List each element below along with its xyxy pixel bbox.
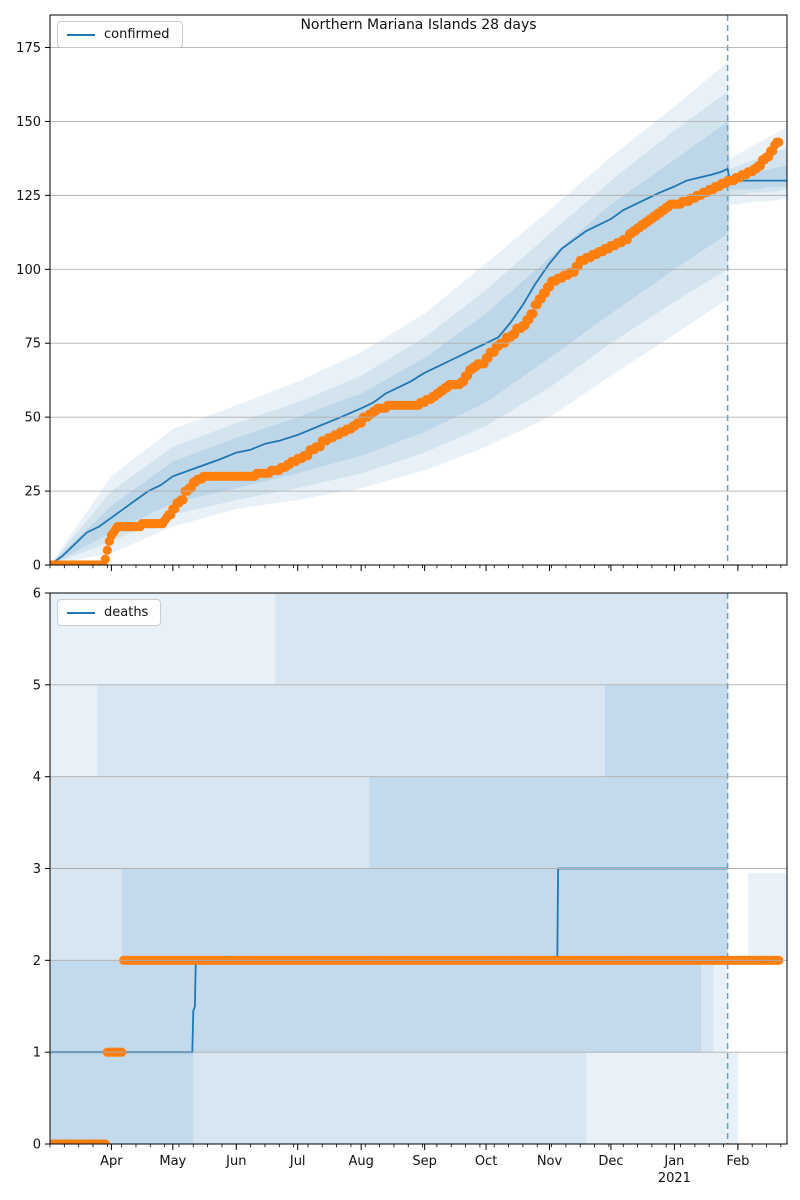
svg-text:0: 0 bbox=[33, 1138, 41, 1153]
svg-text:0: 0 bbox=[33, 559, 41, 574]
line-swatch-icon bbox=[67, 611, 95, 614]
chart-title: Northern Mariana Islands 28 days bbox=[300, 17, 537, 33]
svg-text:25: 25 bbox=[24, 485, 41, 500]
svg-text:50: 50 bbox=[24, 411, 41, 426]
svg-text:150: 150 bbox=[16, 115, 41, 130]
legend-deaths-label: deaths bbox=[104, 605, 149, 620]
svg-text:Aug: Aug bbox=[348, 1154, 373, 1169]
svg-text:May: May bbox=[159, 1154, 186, 1169]
svg-text:75: 75 bbox=[24, 337, 41, 352]
svg-text:Jan: Jan bbox=[663, 1154, 684, 1169]
svg-text:Apr: Apr bbox=[100, 1154, 123, 1169]
svg-text:1: 1 bbox=[33, 1046, 41, 1061]
svg-text:Nov: Nov bbox=[537, 1154, 563, 1169]
svg-text:Oct: Oct bbox=[475, 1154, 497, 1169]
svg-text:2021: 2021 bbox=[658, 1171, 691, 1186]
svg-text:2: 2 bbox=[33, 954, 41, 969]
legend-confirmed-label: confirmed bbox=[104, 27, 170, 42]
svg-text:125: 125 bbox=[16, 189, 41, 204]
legend-deaths: deaths bbox=[57, 599, 162, 626]
svg-text:Dec: Dec bbox=[598, 1154, 623, 1169]
svg-text:Jul: Jul bbox=[289, 1154, 306, 1169]
svg-text:Sep: Sep bbox=[412, 1154, 437, 1169]
svg-text:3: 3 bbox=[33, 862, 41, 877]
svg-text:Jun: Jun bbox=[225, 1154, 246, 1169]
svg-text:100: 100 bbox=[16, 263, 41, 278]
svg-text:Feb: Feb bbox=[726, 1154, 749, 1169]
svg-text:175: 175 bbox=[16, 41, 41, 56]
line-swatch-icon bbox=[67, 33, 95, 36]
svg-text:4: 4 bbox=[33, 770, 41, 785]
svg-text:5: 5 bbox=[33, 678, 41, 693]
legend-confirmed: confirmed bbox=[57, 21, 183, 48]
svg-text:6: 6 bbox=[33, 587, 41, 602]
